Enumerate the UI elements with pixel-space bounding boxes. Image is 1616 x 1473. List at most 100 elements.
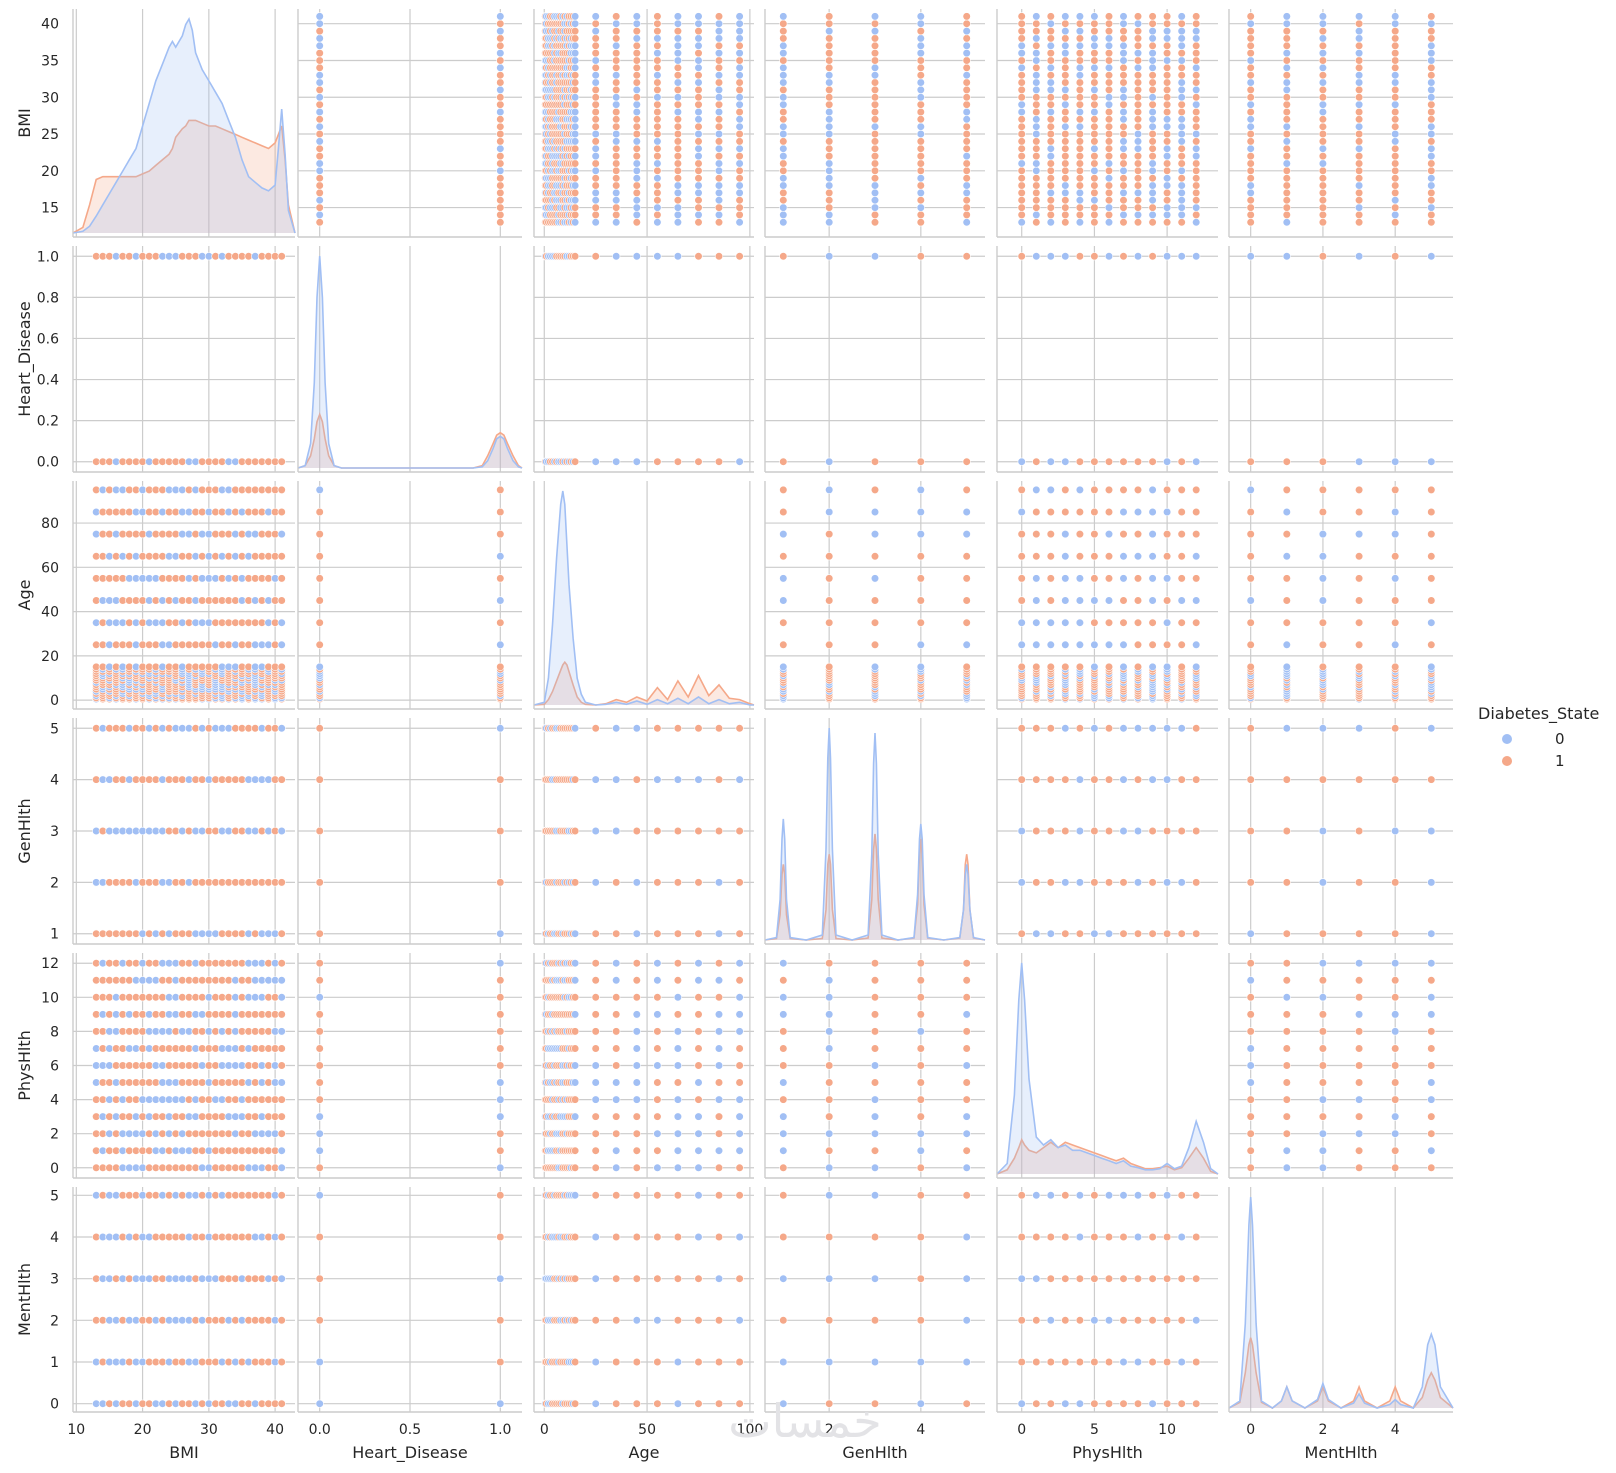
scatter-point <box>612 129 621 139</box>
scatter-point <box>870 27 880 36</box>
scatter-point <box>779 1078 788 1087</box>
scatter-point <box>694 1112 703 1121</box>
scatter-point <box>962 41 971 50</box>
scatter-point <box>714 27 724 36</box>
scatter-point <box>1192 662 1201 672</box>
scatter-point <box>673 19 683 28</box>
scatter-point <box>1090 618 1099 627</box>
scatter-point <box>1119 640 1128 649</box>
scatter-point <box>1133 93 1143 102</box>
scatter-point <box>870 93 880 102</box>
scatter-point <box>714 115 724 124</box>
scatter-point <box>1354 775 1364 784</box>
scatter-point <box>1318 210 1327 219</box>
scatter-point <box>1090 929 1099 938</box>
scatter-point <box>870 1061 880 1070</box>
scatter-point <box>1090 48 1099 58</box>
scatter-point <box>1391 1112 1400 1121</box>
scatter-point <box>1075 27 1084 36</box>
scatter-point <box>632 78 641 87</box>
scatter-point <box>612 929 621 938</box>
scatter-point <box>1104 188 1114 197</box>
scatter-point <box>496 618 505 627</box>
scatter-point <box>1133 115 1143 124</box>
scatter-point <box>632 63 641 72</box>
scatter-point <box>735 1274 744 1283</box>
scatter-point <box>1148 93 1157 102</box>
y-tick-label: 60 <box>41 560 59 576</box>
scatter-point <box>962 210 971 219</box>
scatter-point <box>1148 181 1157 190</box>
kde-line-0 <box>72 17 296 234</box>
scatter-point <box>1061 196 1070 205</box>
scatter-point <box>1354 1129 1364 1138</box>
scatter-point <box>1246 552 1255 561</box>
scatter-point <box>1282 34 1291 43</box>
scatter-point <box>1318 640 1327 649</box>
scatter-point <box>1192 34 1201 43</box>
scatter-point <box>735 826 744 836</box>
scatter-point <box>1061 34 1070 43</box>
scatter-point <box>1017 166 1026 175</box>
scatter-point <box>825 529 834 539</box>
kde-area-1 <box>298 414 522 468</box>
scatter-point <box>315 618 324 627</box>
scatter-point <box>1090 203 1099 212</box>
scatter-point <box>591 1316 600 1325</box>
scatter-point <box>612 115 621 124</box>
scatter-point <box>1318 107 1327 117</box>
scatter-point <box>1246 27 1255 36</box>
scatter-point <box>1075 662 1084 672</box>
scatter-point <box>1119 181 1128 190</box>
scatter-point <box>612 252 621 261</box>
scatter-point <box>570 93 580 102</box>
scatter-point <box>1354 218 1364 227</box>
scatter-point <box>632 71 641 80</box>
scatter-point <box>1090 166 1099 175</box>
scatter-point <box>916 85 925 94</box>
panel-heart-disease-vs-heart-disease <box>297 246 523 473</box>
scatter-point <box>673 959 683 968</box>
scatter-point <box>962 1191 971 1200</box>
scatter-point <box>673 210 683 219</box>
scatter-point <box>1061 1399 1070 1408</box>
scatter-point <box>1061 1191 1070 1200</box>
scatter-point <box>1046 552 1055 561</box>
scatter-point <box>591 203 600 212</box>
scatter-point <box>735 993 744 1002</box>
scatter-point <box>735 878 744 887</box>
scatter-point <box>1177 662 1186 672</box>
scatter-point <box>653 1010 662 1019</box>
scatter-point <box>277 1163 286 1172</box>
scatter-point <box>1148 115 1157 124</box>
scatter-point <box>612 1027 621 1036</box>
scatter-point <box>1032 1232 1041 1242</box>
scatter-point <box>779 218 788 227</box>
scatter-point <box>612 1112 621 1121</box>
scatter-point <box>570 12 580 21</box>
scatter-point <box>1354 181 1364 190</box>
scatter-point <box>612 188 621 197</box>
scatter-point <box>1318 159 1327 168</box>
scatter-point <box>1148 507 1157 517</box>
scatter-point <box>1246 457 1255 466</box>
scatter-point <box>694 1232 703 1242</box>
scatter-point <box>1282 144 1291 153</box>
scatter-point <box>1391 12 1400 21</box>
scatter-point <box>1075 775 1084 784</box>
scatter-point <box>1017 115 1026 124</box>
scatter-point <box>1104 457 1114 466</box>
scatter-point <box>1391 152 1400 161</box>
scatter-point <box>1282 85 1291 94</box>
scatter-point <box>735 188 744 197</box>
scatter-point <box>632 122 641 131</box>
scatter-point <box>779 252 788 261</box>
scatter-point <box>962 662 971 672</box>
scatter-point <box>714 78 724 87</box>
scatter-point <box>870 574 880 583</box>
scatter-point <box>825 457 834 466</box>
scatter-point <box>632 1129 641 1138</box>
scatter-point <box>612 724 621 733</box>
